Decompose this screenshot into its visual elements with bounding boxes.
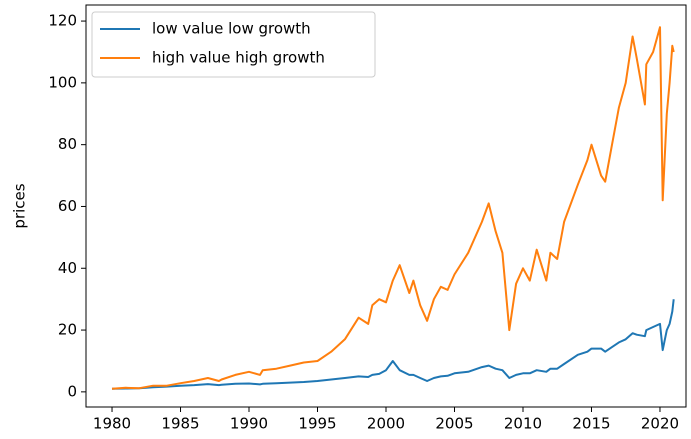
x-tick-label: 2005 xyxy=(435,415,473,433)
x-tick-label: 2015 xyxy=(572,415,610,433)
x-tick-label: 1985 xyxy=(161,415,199,433)
y-tick-label: 100 xyxy=(48,73,77,91)
x-tick-label: 1990 xyxy=(230,415,268,433)
series-line xyxy=(111,26,675,390)
y-tick-label: 0 xyxy=(67,382,77,400)
x-tick-label: 2000 xyxy=(367,415,405,433)
y-axis-label: prices xyxy=(11,183,29,228)
legend-label: low value low growth xyxy=(152,20,311,38)
y-tick-label: 120 xyxy=(48,12,77,30)
y-tick-label: 40 xyxy=(58,259,77,277)
y-tick-label: 20 xyxy=(58,321,77,339)
x-tick-label: 2020 xyxy=(641,415,679,433)
x-tick-label: 1995 xyxy=(298,415,336,433)
x-tick-label: 1980 xyxy=(93,415,131,433)
y-tick-label: 60 xyxy=(58,197,77,215)
y-tick-label: 80 xyxy=(58,135,77,153)
legend-box xyxy=(91,11,376,78)
x-tick-label: 2010 xyxy=(504,415,542,433)
series-line xyxy=(111,299,675,390)
plot-frame xyxy=(85,4,687,408)
legend-label: high value high growth xyxy=(152,49,325,67)
